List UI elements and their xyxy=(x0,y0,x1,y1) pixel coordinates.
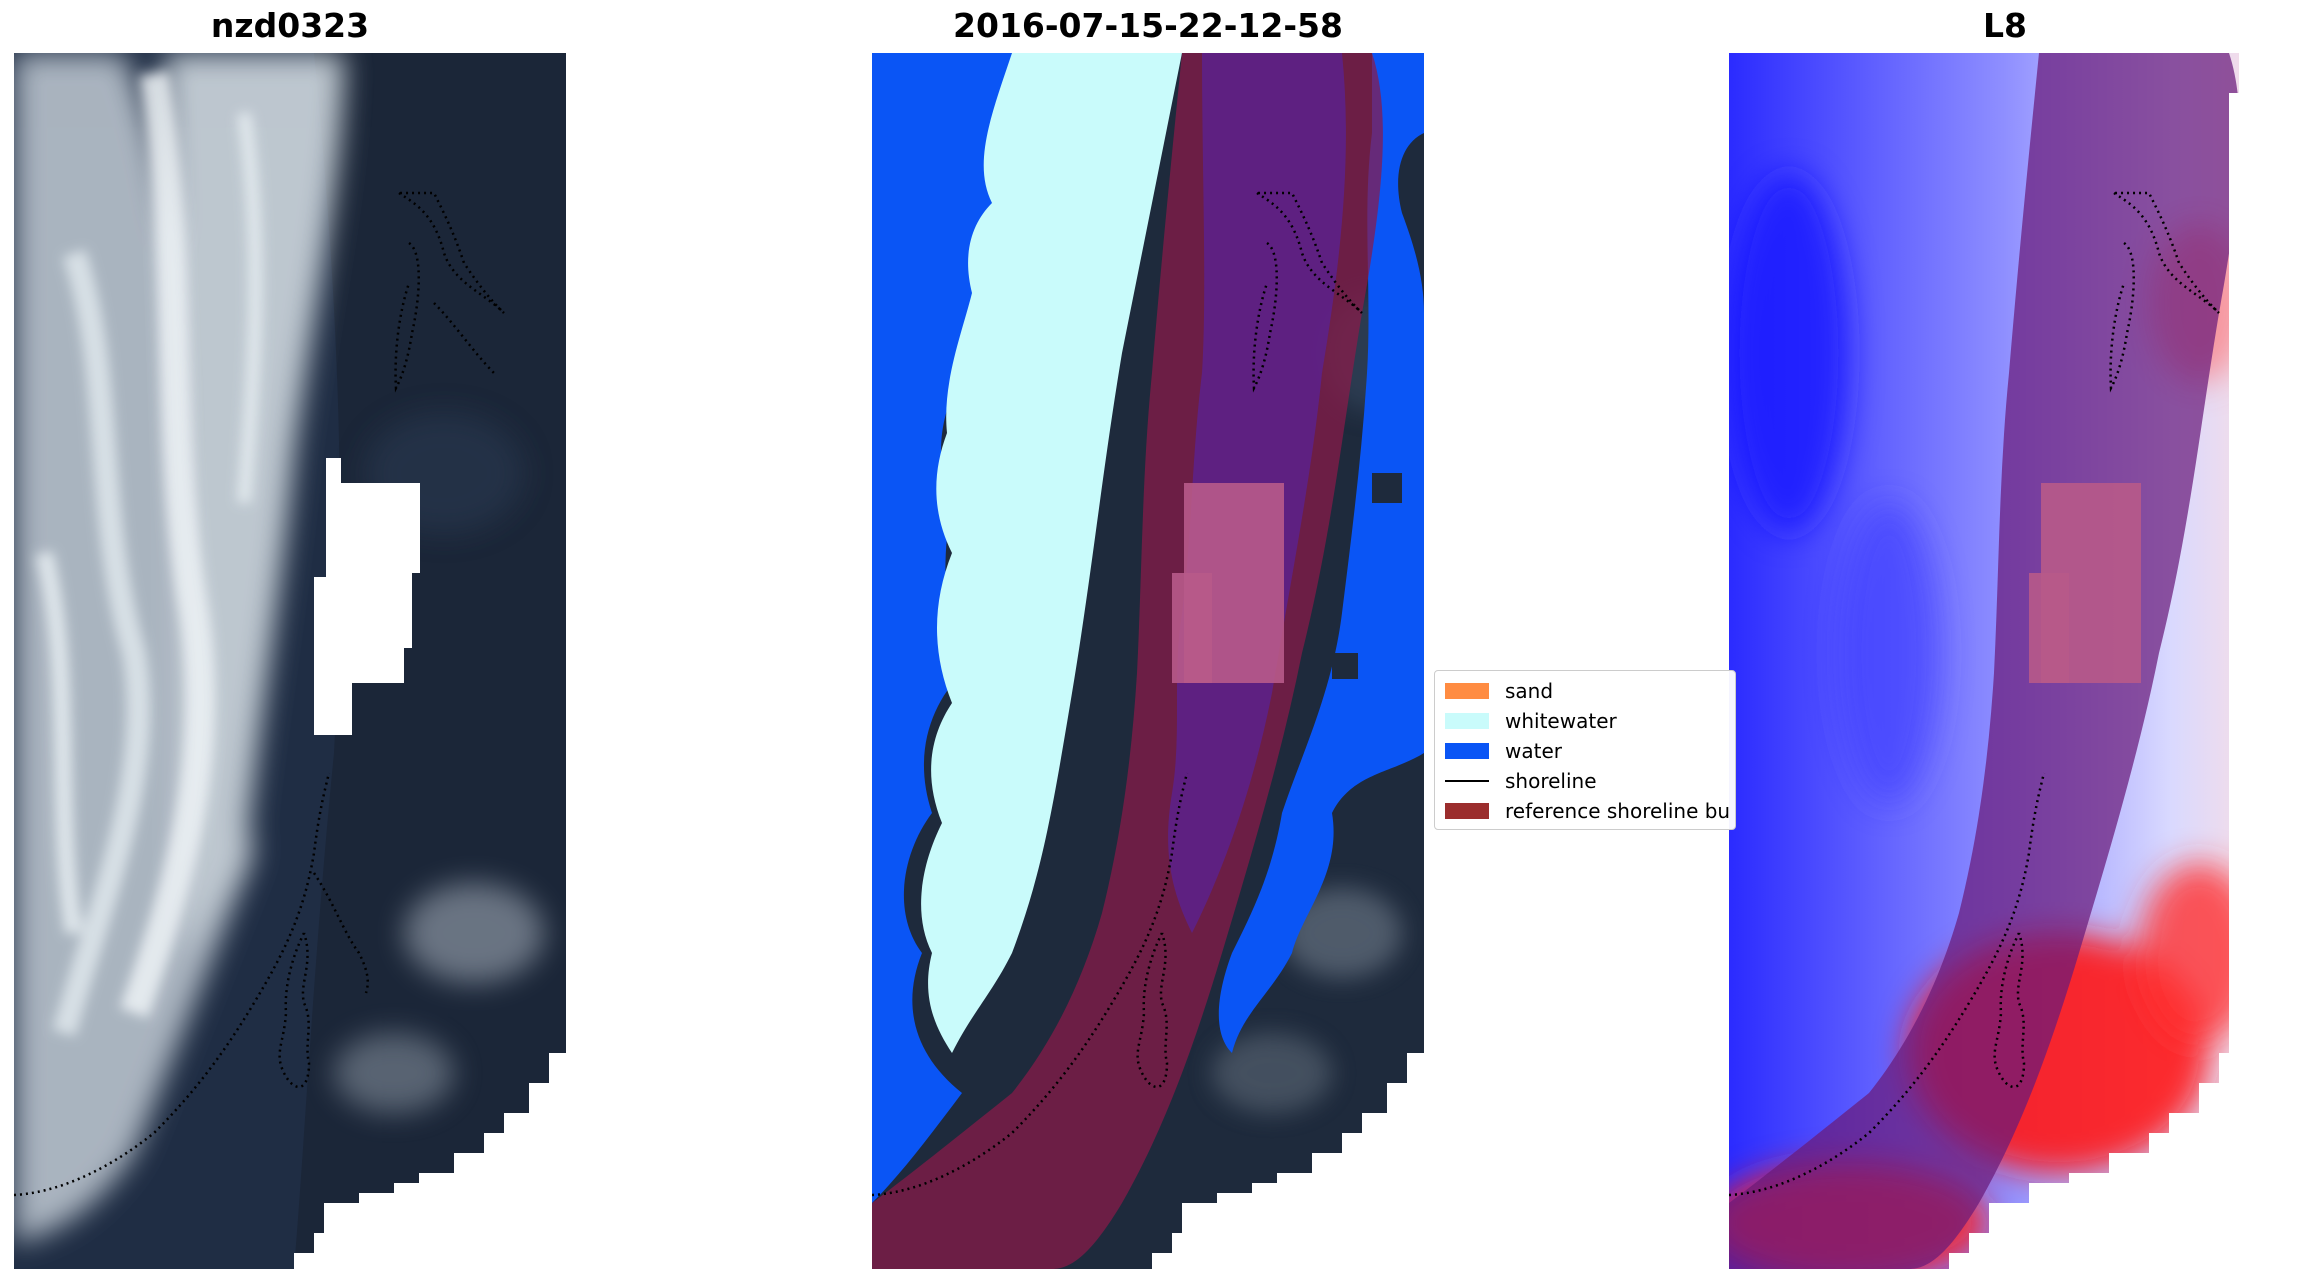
legend-swatch-reference-buffer xyxy=(1445,803,1489,819)
rgb-image-panel xyxy=(14,53,566,1269)
panel-title-index: L8 xyxy=(1983,6,2027,45)
legend: sand whitewater water shoreline referenc… xyxy=(1434,670,1736,830)
panel-title-rgb: nzd0323 xyxy=(210,6,370,45)
legend-label-reference-buffer: reference shoreline bu xyxy=(1505,799,1731,823)
legend-item-water: water xyxy=(1445,737,1562,765)
legend-label-water: water xyxy=(1505,739,1562,763)
legend-item-reference-buffer: reference shoreline bu xyxy=(1445,797,1730,825)
index-image xyxy=(1729,53,2239,1269)
classification-panel xyxy=(872,53,1424,1269)
legend-item-shoreline: shoreline xyxy=(1445,767,1597,795)
legend-item-whitewater: whitewater xyxy=(1445,707,1617,735)
legend-swatch-water xyxy=(1445,743,1489,759)
legend-label-shoreline: shoreline xyxy=(1505,769,1597,793)
index-panel xyxy=(1729,53,2281,1269)
rgb-satellite-image xyxy=(14,53,566,1269)
legend-swatch-whitewater xyxy=(1445,713,1489,729)
legend-item-sand: sand xyxy=(1445,677,1553,705)
legend-label-sand: sand xyxy=(1505,679,1554,703)
panel-title-classification: 2016-07-15-22-12-58 xyxy=(953,6,1343,45)
legend-line-shoreline xyxy=(1445,780,1489,782)
classification-image xyxy=(872,53,1424,1269)
legend-swatch-sand xyxy=(1445,683,1489,699)
legend-label-whitewater: whitewater xyxy=(1505,709,1617,733)
